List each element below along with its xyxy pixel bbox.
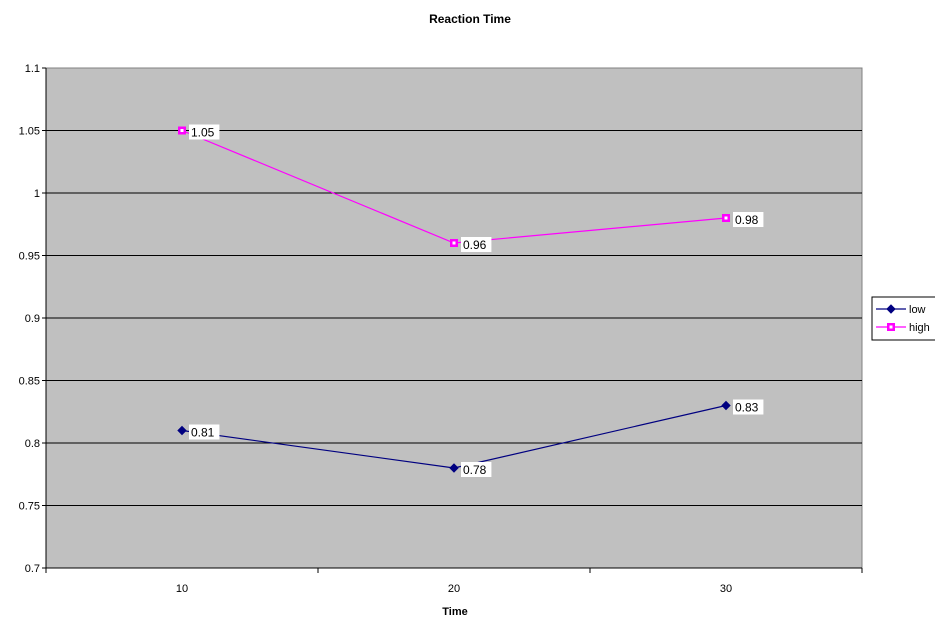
legend-label: high <box>909 322 930 334</box>
legend-marker <box>886 304 896 314</box>
x-tick-label: 30 <box>720 583 732 595</box>
legend-entry-low: low <box>876 304 926 316</box>
data-label-low: 0.78 <box>463 463 487 477</box>
y-tick-label: 1 <box>34 188 40 200</box>
series-high: 1.05 0.96 0.98 <box>178 124 764 252</box>
legend-entries: low high <box>876 304 930 334</box>
x-axis-ticks: 10 20 30 <box>45 568 863 595</box>
series-layer: 0.81 0.78 0.83 1.05 0.96 0.98 <box>177 124 764 477</box>
y-axis-ticks: 0.7 0.75 0.8 0.85 0.9 0.95 1 1.05 1.1 <box>19 63 46 575</box>
legend: low high <box>871 296 935 341</box>
y-tick-label: 0.7 <box>25 563 40 575</box>
data-point-high-center <box>180 129 184 132</box>
gridlines <box>46 130 862 506</box>
y-tick-label: 0.9 <box>25 313 40 325</box>
data-point-low <box>449 463 459 473</box>
data-label-high: 0.96 <box>463 238 487 252</box>
legend-marker-center <box>889 325 893 329</box>
data-label-high: 0.98 <box>735 213 759 227</box>
data-label-low: 0.81 <box>191 426 215 440</box>
data-label-bg <box>733 399 764 415</box>
x-axis-title: Time <box>442 606 467 618</box>
legend-label: low <box>909 304 926 316</box>
legend-entry-high: high <box>876 322 930 334</box>
x-tick-label: 10 <box>176 583 188 595</box>
data-point-low <box>177 425 187 436</box>
data-label-bg <box>733 212 764 227</box>
data-label-low: 0.83 <box>735 401 759 415</box>
data-point-low <box>721 400 731 411</box>
data-point-high-center <box>452 241 456 245</box>
y-tick-label: 0.95 <box>19 251 40 263</box>
y-tick-label: 0.85 <box>19 376 40 388</box>
y-tick-label: 1.05 <box>19 126 40 138</box>
data-label-high: 1.05 <box>191 126 215 140</box>
data-label-bg <box>189 424 220 440</box>
y-tick-label: 0.8 <box>25 438 40 450</box>
legend-box <box>871 296 935 341</box>
data-label-bg <box>189 124 220 140</box>
x-tick-label: 20 <box>448 583 460 595</box>
chart-title: Reaction Time <box>429 12 511 26</box>
series-low: 0.81 0.78 0.83 <box>177 399 764 477</box>
y-tick-label: 0.75 <box>19 501 40 513</box>
y-tick-label: 1.1 <box>25 63 40 75</box>
data-label-bg <box>461 462 492 477</box>
data-label-bg <box>461 237 492 252</box>
data-point-high-center <box>724 216 728 220</box>
